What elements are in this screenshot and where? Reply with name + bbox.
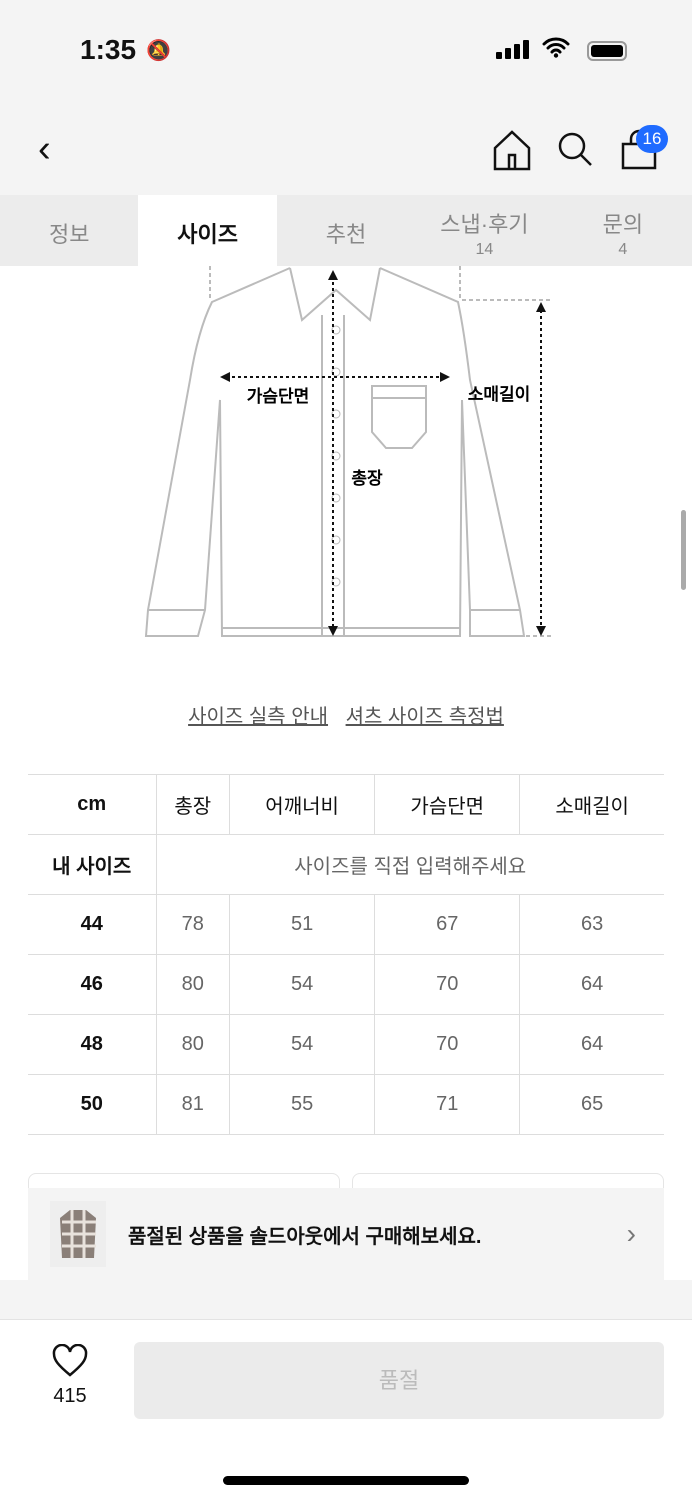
product-tabs: 정보 사이즈 추천 스냅·후기 14 문의 4: [0, 195, 692, 266]
value-cell: 70: [374, 954, 520, 1015]
header-cell: cm: [28, 774, 156, 835]
value-cell: 55: [229, 1074, 375, 1135]
chest-label: 가슴단면: [247, 387, 310, 406]
value-cell: 64: [519, 954, 664, 1015]
like-button[interactable]: 415: [40, 1343, 100, 1408]
table-row: 50 81 55 71 65: [28, 1074, 664, 1135]
header-cell: 총장: [155, 774, 230, 835]
size-cell: 44: [28, 894, 156, 955]
shirt-measurement-diagram: 가슴단면 총장 소매길이: [144, 266, 552, 637]
silent-bell-icon: 🔕: [146, 40, 171, 62]
value-cell: 71: [374, 1074, 520, 1135]
section-gap: [0, 1280, 692, 1320]
banner-text: 품절된 상품을 솔드아웃에서 구매해보세요.: [128, 1225, 482, 1248]
size-cell: 46: [28, 954, 156, 1015]
tab-info[interactable]: 정보: [0, 195, 138, 266]
soldout-banner[interactable]: 품절된 상품을 솔드아웃에서 구매해보세요. ›: [28, 1188, 664, 1280]
value-cell: 80: [155, 1014, 230, 1075]
tab-label: 추천: [325, 222, 367, 247]
value-cell: 67: [374, 894, 520, 955]
tab-label: 문의: [602, 212, 644, 237]
wifi-icon: [542, 37, 570, 58]
cart-count-badge: 16: [636, 125, 668, 153]
home-indicator: [223, 1476, 469, 1485]
value-cell: 65: [519, 1074, 664, 1135]
table-row: 48 80 54 70 64: [28, 1014, 664, 1075]
tab-reviews[interactable]: 스냅·후기 14: [415, 195, 553, 266]
clock: 1:35: [80, 34, 137, 65]
tab-count: 4: [618, 241, 628, 258]
tab-label: 정보: [48, 222, 90, 247]
value-cell: 80: [155, 954, 230, 1015]
my-size-row: 내 사이즈 사이즈를 직접 입력해주세요: [28, 834, 664, 895]
my-size-input[interactable]: 사이즈를 직접 입력해주세요: [155, 834, 664, 895]
table-row: 44 78 51 67 63: [28, 894, 664, 955]
like-count: 415: [53, 1385, 87, 1407]
sleeve-label: 소매길이: [468, 385, 531, 404]
value-cell: 64: [519, 1014, 664, 1075]
product-thumbnail: [50, 1201, 106, 1267]
tab-label: 사이즈: [177, 222, 238, 247]
table-header-row: cm 총장 어깨너비 가슴단면 소매길이: [28, 774, 664, 835]
status-bar: 1:35 🔕 ‹ 16: [0, 0, 692, 195]
value-cell: 54: [229, 954, 375, 1015]
back-icon[interactable]: ‹: [38, 128, 51, 170]
value-cell: 54: [229, 1014, 375, 1075]
tab-count: 14: [475, 241, 494, 258]
tab-label: 스냅·후기: [440, 212, 529, 237]
chevron-right-icon: ›: [626, 1218, 636, 1249]
header-cell: 소매길이: [519, 774, 664, 835]
shirt-measure-link[interactable]: 셔츠 사이즈 측정법: [345, 706, 504, 728]
length-label: 총장: [351, 469, 383, 488]
tab-size[interactable]: 사이즈: [138, 195, 277, 266]
signal-icon: [496, 40, 529, 59]
size-links: 사이즈 실측 안내 셔츠 사이즈 측정법: [0, 700, 692, 729]
header-cell: 가슴단면: [374, 774, 520, 835]
battery-icon: [587, 41, 627, 61]
soldout-button[interactable]: 품절: [134, 1342, 664, 1419]
scrollbar[interactable]: [681, 510, 686, 590]
value-cell: 78: [155, 894, 230, 955]
size-cell: 48: [28, 1014, 156, 1075]
tab-inquiry[interactable]: 문의 4: [554, 195, 692, 266]
tab-recommend[interactable]: 추천: [277, 195, 415, 266]
value-cell: 81: [155, 1074, 230, 1135]
my-size-label: 내 사이즈: [28, 834, 156, 895]
table-row: 46 80 54 70 64: [28, 954, 664, 1015]
size-guide-link[interactable]: 사이즈 실측 안내: [188, 706, 329, 728]
size-table: cm 총장 어깨너비 가슴단면 소매길이 내 사이즈 사이즈를 직접 입력해주세…: [28, 774, 664, 1135]
value-cell: 63: [519, 894, 664, 955]
value-cell: 70: [374, 1014, 520, 1075]
home-icon[interactable]: [492, 128, 532, 172]
heart-icon: [52, 1343, 88, 1377]
value-cell: 51: [229, 894, 375, 955]
size-cell: 50: [28, 1074, 156, 1135]
header-cell: 어깨너비: [229, 774, 375, 835]
search-icon[interactable]: [555, 128, 595, 172]
